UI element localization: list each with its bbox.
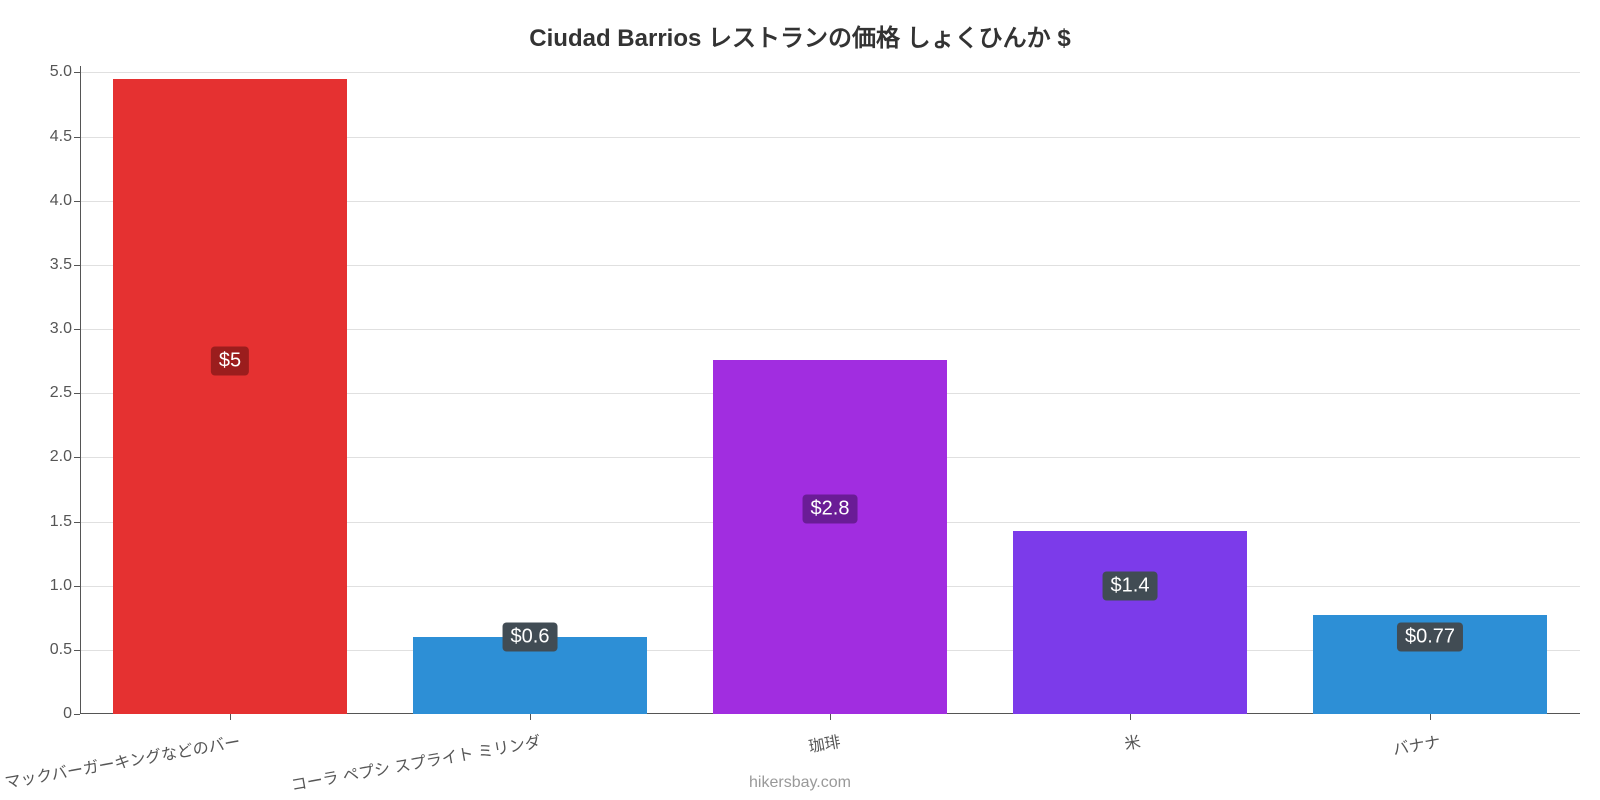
- bar-value-badge: $0.6: [503, 623, 558, 652]
- x-category-label: 米: [1122, 728, 1142, 754]
- chart-plot-area: 00.51.01.52.02.53.03.54.04.55.0$5マックバーガー…: [80, 66, 1580, 714]
- x-category-label: マックバーガーキングなどのバー: [3, 728, 242, 793]
- bar-value-badge: $1.4: [1103, 571, 1158, 600]
- y-axis-line: [80, 66, 81, 714]
- bar-value-badge: $5: [211, 347, 249, 376]
- bar-value-badge: $0.77: [1397, 623, 1463, 652]
- x-tick-mark: [530, 714, 531, 720]
- bar: [713, 360, 947, 714]
- bar-value-badge: $2.8: [803, 494, 858, 523]
- chart-title: Ciudad Barrios レストランの価格 しょくひんか $: [0, 18, 1600, 53]
- y-tick-label: 4.5: [50, 128, 80, 146]
- y-tick-label: 0.5: [50, 641, 80, 659]
- y-tick-label: 0: [63, 705, 80, 723]
- bar: [1013, 531, 1247, 714]
- x-category-label: バナナ: [1391, 728, 1442, 760]
- x-tick-mark: [830, 714, 831, 720]
- y-tick-label: 2.0: [50, 448, 80, 466]
- y-tick-label: 1.0: [50, 577, 80, 595]
- y-tick-label: 2.5: [50, 384, 80, 402]
- y-tick-label: 5.0: [50, 63, 80, 81]
- x-tick-mark: [1130, 714, 1131, 720]
- y-tick-label: 1.5: [50, 513, 80, 531]
- x-tick-mark: [1430, 714, 1431, 720]
- x-tick-mark: [230, 714, 231, 720]
- y-tick-label: 4.0: [50, 192, 80, 210]
- y-tick-label: 3.5: [50, 256, 80, 274]
- chart-source-footer: hikersbay.com: [749, 774, 851, 792]
- grid-line: [80, 72, 1580, 73]
- y-tick-label: 3.0: [50, 320, 80, 338]
- x-category-label: コーラ ペプシ スプライト ミリンダ: [289, 728, 543, 796]
- bar: [113, 79, 347, 714]
- x-category-label: 珈琲: [806, 728, 842, 757]
